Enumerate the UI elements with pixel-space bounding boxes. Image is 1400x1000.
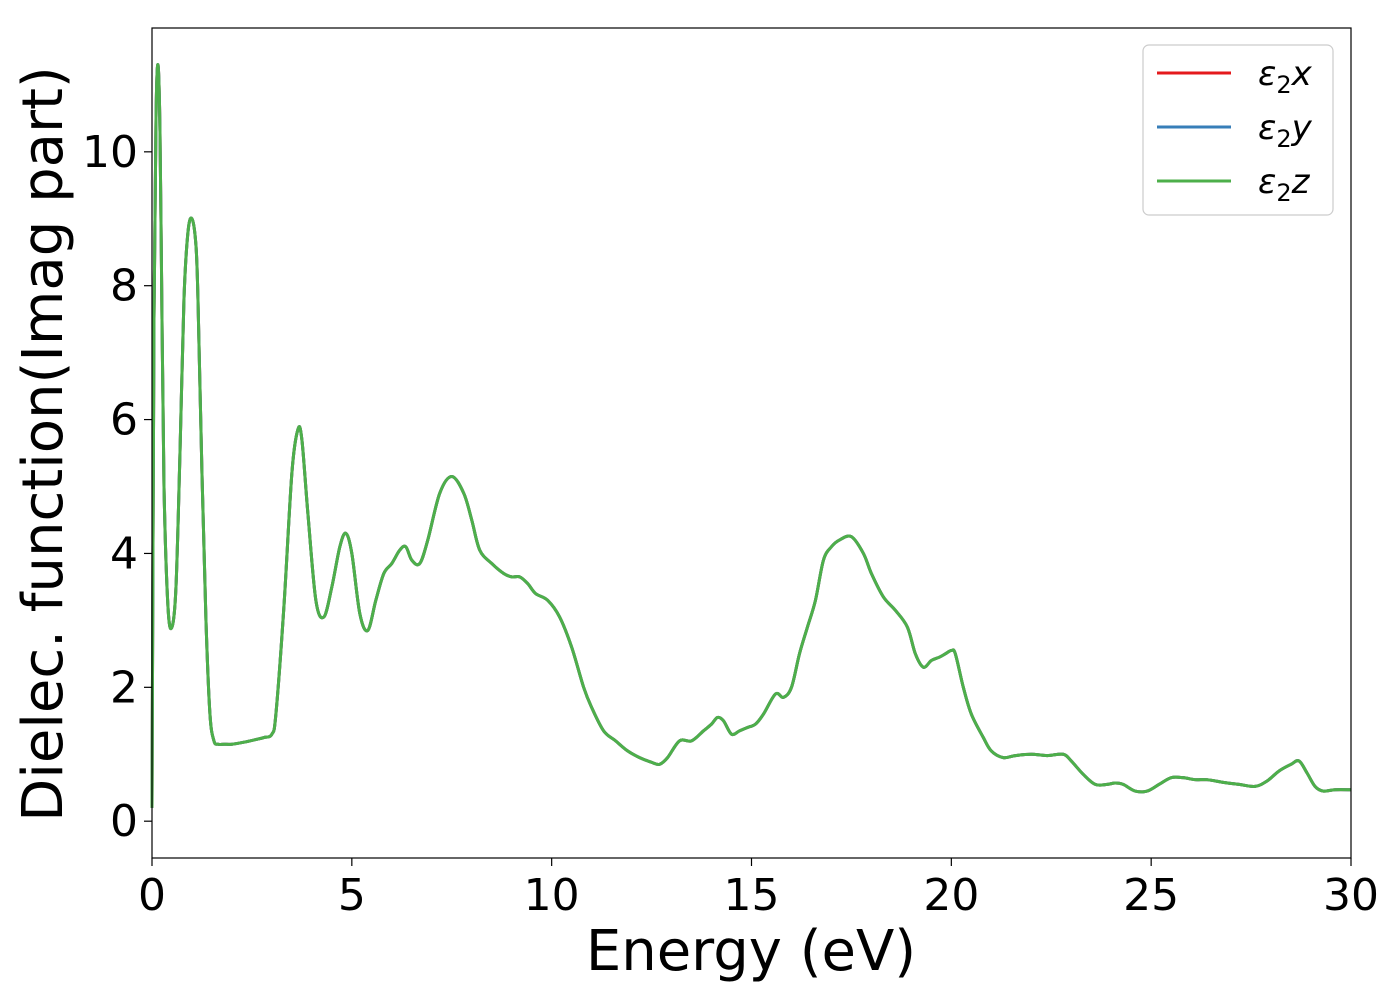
x-tick-label: 30 bbox=[1323, 870, 1379, 921]
x-axis-title: Energy (eV) bbox=[586, 919, 916, 984]
y-tick-label: 6 bbox=[110, 395, 138, 446]
x-tick-label: 10 bbox=[524, 870, 580, 921]
x-tick-label: 15 bbox=[724, 870, 780, 921]
y-tick-label: 8 bbox=[110, 261, 138, 312]
x-axis: 0 5 10 15 20 25 30 bbox=[138, 858, 1379, 921]
legend-label-z: ε2z bbox=[1258, 162, 1311, 207]
x-tick-label: 0 bbox=[138, 870, 166, 921]
plot-area bbox=[150, 63, 1352, 808]
y-tick-label: 2 bbox=[110, 662, 138, 713]
series-line-z bbox=[150, 63, 1352, 808]
x-tick-label: 20 bbox=[923, 870, 979, 921]
y-axis-title: Dielec. function(Imag part) bbox=[11, 66, 76, 822]
legend-label-y: ε2y bbox=[1258, 108, 1313, 153]
x-tick-label: 25 bbox=[1123, 870, 1179, 921]
y-tick-label: 10 bbox=[82, 127, 138, 178]
legend-box bbox=[1142, 44, 1334, 216]
y-tick-label: 0 bbox=[110, 796, 138, 847]
legend-label-x: ε2x bbox=[1258, 54, 1313, 99]
y-tick-label: 4 bbox=[110, 528, 138, 579]
x-tick-label: 5 bbox=[338, 870, 366, 921]
legend: ε2x ε2y ε2z bbox=[1142, 44, 1334, 216]
y-axis: 0 2 4 6 8 10 bbox=[82, 127, 152, 847]
